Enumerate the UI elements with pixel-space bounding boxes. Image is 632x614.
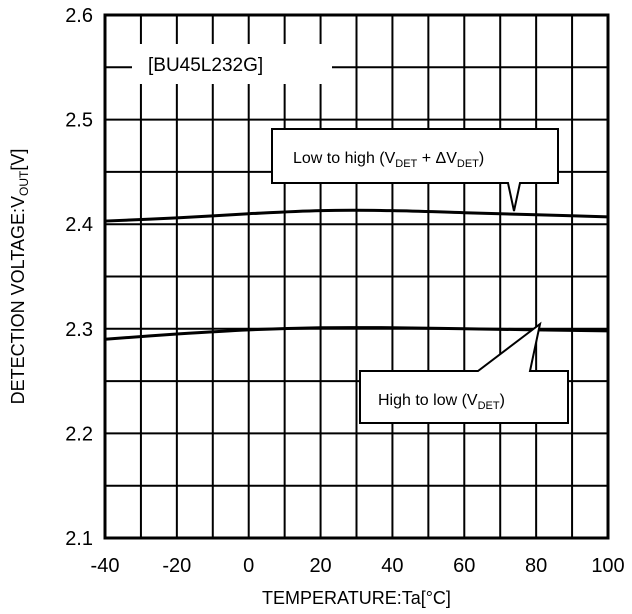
y-tick-label: 2.6 <box>65 5 93 27</box>
anno1-mid: + ΔV <box>417 150 457 167</box>
series-line-low-to-high <box>104 208 609 223</box>
x-tick-label: -40 <box>91 555 120 577</box>
plot-frame <box>103 13 610 540</box>
y-tick-label: 2.5 <box>65 110 93 132</box>
x-tick-labels: -40 -20 0 20 40 60 80 100 <box>91 555 625 577</box>
series-layer <box>104 208 609 341</box>
callout-high-to-low <box>359 321 569 424</box>
y-axis-label: DETECTION VOLTAGE:VOUT[V] <box>8 149 31 405</box>
model-label-background <box>132 44 332 84</box>
y-tick-label: 2.4 <box>65 214 93 236</box>
y-axis-label-suffix: [V] <box>8 149 28 171</box>
x-tick-label: 100 <box>591 555 624 577</box>
anno1-sub2: DET <box>457 158 479 170</box>
model-label-box: [BU45L232G] <box>132 44 332 84</box>
y-axis-label-sub: OUT <box>17 170 31 196</box>
grid <box>105 15 608 538</box>
y-tick-label: 2.2 <box>65 423 93 445</box>
anno1-main: Low to high (V <box>293 150 396 167</box>
anno2-main: High to low (V <box>378 392 478 409</box>
x-tick-label: 60 <box>453 555 475 577</box>
anno1-end: ) <box>479 150 484 167</box>
anno2-sub1: DET <box>478 400 500 412</box>
y-tick-label: 2.1 <box>65 528 93 550</box>
annotation-high-to-low-text: High to low (VDET) <box>378 392 505 412</box>
series-line-high-to-low <box>104 326 609 341</box>
y-axis-label-prefix: DETECTION VOLTAGE:V <box>8 196 28 404</box>
x-tick-label: 20 <box>309 555 331 577</box>
anno1-sub1: DET <box>395 158 417 170</box>
callout-low-to-high <box>271 128 559 212</box>
x-tick-label: 80 <box>525 555 547 577</box>
annotation-low-to-high-text: Low to high (VDET + ΔVDET) <box>293 150 484 170</box>
x-tick-label: 40 <box>381 555 403 577</box>
x-tick-label: 0 <box>243 555 254 577</box>
anno2-end: ) <box>500 392 505 409</box>
y-tick-label: 2.3 <box>65 319 93 341</box>
y-tick-labels: 2.1 2.2 2.3 2.4 2.5 2.6 <box>65 5 93 550</box>
annotation-low-to-high: Low to high (VDET + ΔVDET) <box>271 128 559 212</box>
x-tick-label: -20 <box>162 555 191 577</box>
x-axis-label: TEMPERATURE:Ta[°C] <box>262 588 451 608</box>
model-label: [BU45L232G] <box>148 55 263 76</box>
annotation-high-to-low: High to low (VDET) <box>359 321 569 424</box>
